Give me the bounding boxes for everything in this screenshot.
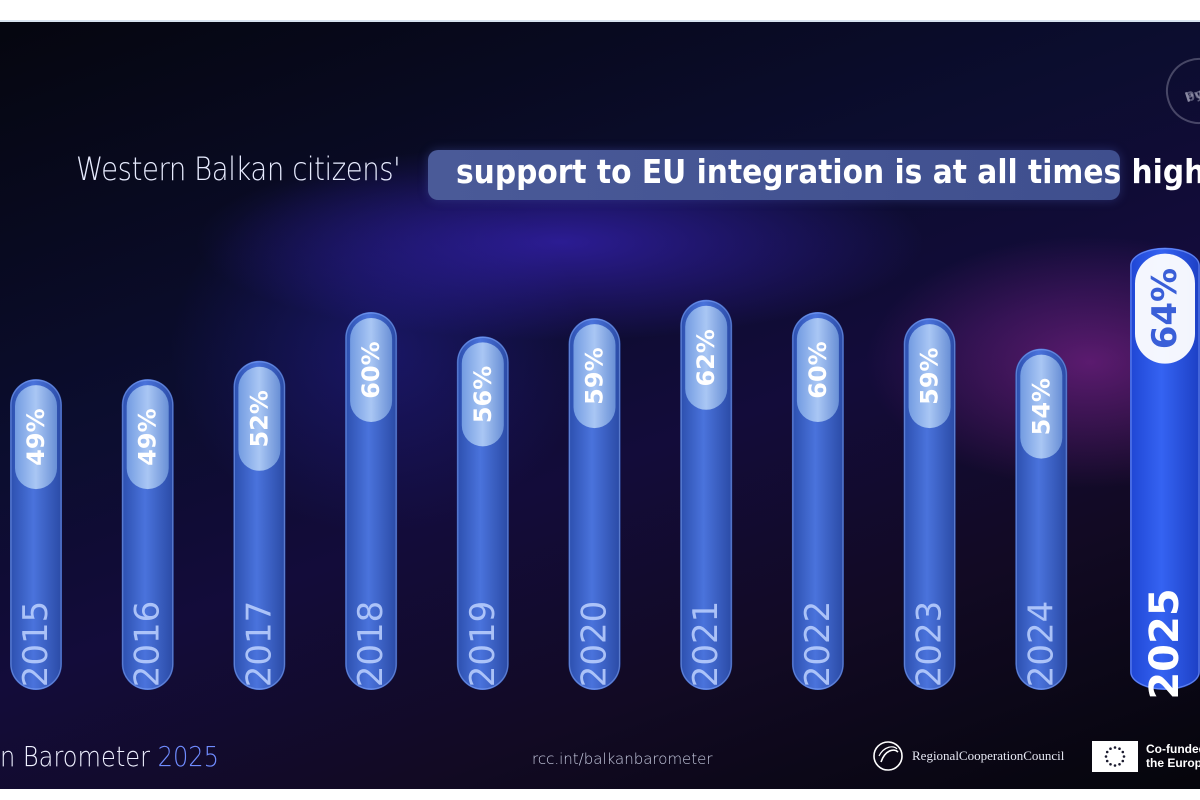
- bar-rim-2017: [233, 361, 285, 690]
- bar-2015: 49% 2015: [10, 379, 62, 690]
- value-pill-2018: [350, 318, 393, 422]
- value-label-2024: 54%: [1027, 378, 1055, 435]
- value-pill-2015: [15, 385, 57, 490]
- footer-url[interactable]: rcc.int/balkanbarometer: [532, 750, 713, 768]
- bar-2018: 60% 2018: [345, 312, 398, 690]
- year-label-2015: 2015: [16, 601, 56, 688]
- year-label-2025: 2025: [1142, 588, 1188, 699]
- year-label-2020: 2020: [575, 601, 615, 688]
- bar-rim-2021: [680, 300, 732, 690]
- eu-star: [1121, 759, 1125, 763]
- eu-star: [1113, 746, 1117, 749]
- value-pill-2016: [126, 385, 169, 490]
- bottom-border: [0, 789, 1200, 800]
- bar-rim-2015: [10, 379, 62, 690]
- cofunded-line1: Co-funded: [1146, 742, 1200, 756]
- value-label-2023: 59%: [916, 347, 944, 404]
- year-label-2016: 2016: [128, 601, 168, 688]
- footer-brand-name: n Barometer: [0, 740, 150, 773]
- year-label-2024: 2024: [1021, 601, 1061, 688]
- value-label-2025: 64%: [1145, 268, 1185, 349]
- bar-2025: 64% 2025: [1130, 247, 1200, 700]
- eu-star: [1109, 762, 1112, 766]
- bar-2023: 59% 2023: [903, 318, 956, 690]
- value-label-2021: 62%: [692, 329, 720, 386]
- eu-star: [1118, 762, 1121, 766]
- top-border: [0, 20, 1200, 22]
- bar-2021: 62% 2021: [680, 299, 733, 690]
- bar-body-2025: [1130, 247, 1200, 690]
- bar-rim-2022: [792, 312, 844, 690]
- value-label-2020: 59%: [581, 347, 609, 404]
- bar-2024: 54% 2024: [1015, 348, 1068, 690]
- value-label-2019: 56%: [469, 366, 497, 423]
- bar-2016: 49% 2016: [121, 379, 174, 690]
- value-label-2016: 49%: [134, 408, 162, 465]
- headline-prefix: Western Balkan citizens': [76, 150, 401, 188]
- bar-rim-2016: [122, 379, 174, 690]
- year-label-2017: 2017: [239, 601, 279, 688]
- eu-star: [1121, 750, 1125, 754]
- bar-2020: 59% 2020: [568, 318, 621, 690]
- year-label-2018: 2018: [351, 601, 391, 688]
- value-pill-2019: [461, 342, 504, 447]
- bar-rim-2025: [1130, 248, 1200, 690]
- headline-pill: [428, 150, 1120, 200]
- value-label-2022: 60%: [804, 341, 832, 398]
- eu-star: [1118, 747, 1121, 751]
- bar-2017: 52% 2017: [233, 360, 286, 690]
- eu-star: [1109, 747, 1112, 751]
- value-pill-2017: [238, 366, 281, 471]
- bar-2022: 60% 2022: [791, 312, 844, 690]
- eu-star: [1105, 750, 1109, 754]
- bar-rim-2018: [345, 312, 397, 690]
- value-label-2015: 49%: [22, 408, 50, 465]
- cofunded-label: Co-funded the Europe: [1146, 742, 1200, 770]
- value-pill-2023: [908, 324, 951, 429]
- value-pill-2020: [573, 324, 616, 429]
- eu-star: [1104, 755, 1108, 758]
- bar-rim-2024: [1015, 349, 1067, 690]
- footer-brand: n Barometer 2025: [0, 740, 219, 780]
- value-pill-2022: [796, 318, 839, 422]
- bar-2019: 56% 2019: [456, 336, 509, 690]
- value-label-2017: 52%: [245, 390, 273, 447]
- eu-flag-icon: [1092, 741, 1138, 772]
- cofunded-line2: the Europe: [1146, 756, 1200, 770]
- bar-rim-2020: [568, 318, 621, 690]
- year-label-2022: 2022: [798, 601, 838, 688]
- eu-star: [1122, 755, 1126, 758]
- partner-name: RegionalCooperationCouncil: [912, 748, 1065, 763]
- eu-star: [1113, 764, 1117, 767]
- eu-star: [1105, 759, 1109, 763]
- footer-brand-year: 2025: [157, 740, 219, 773]
- value-pill-2025: [1135, 253, 1195, 364]
- year-label-2019: 2019: [463, 601, 503, 688]
- bar-rim-2019: [457, 336, 509, 690]
- headline-main: support to EU integration is at all time…: [456, 152, 1200, 191]
- value-pill-2024: [1020, 354, 1063, 459]
- year-label-2021: 2021: [686, 601, 726, 688]
- bar-rim-2023: [903, 318, 956, 690]
- value-label-2018: 60%: [357, 341, 385, 398]
- year-label-2023: 2023: [910, 601, 950, 688]
- value-pill-2021: [685, 305, 728, 410]
- rcc-logo-icon: [873, 741, 903, 771]
